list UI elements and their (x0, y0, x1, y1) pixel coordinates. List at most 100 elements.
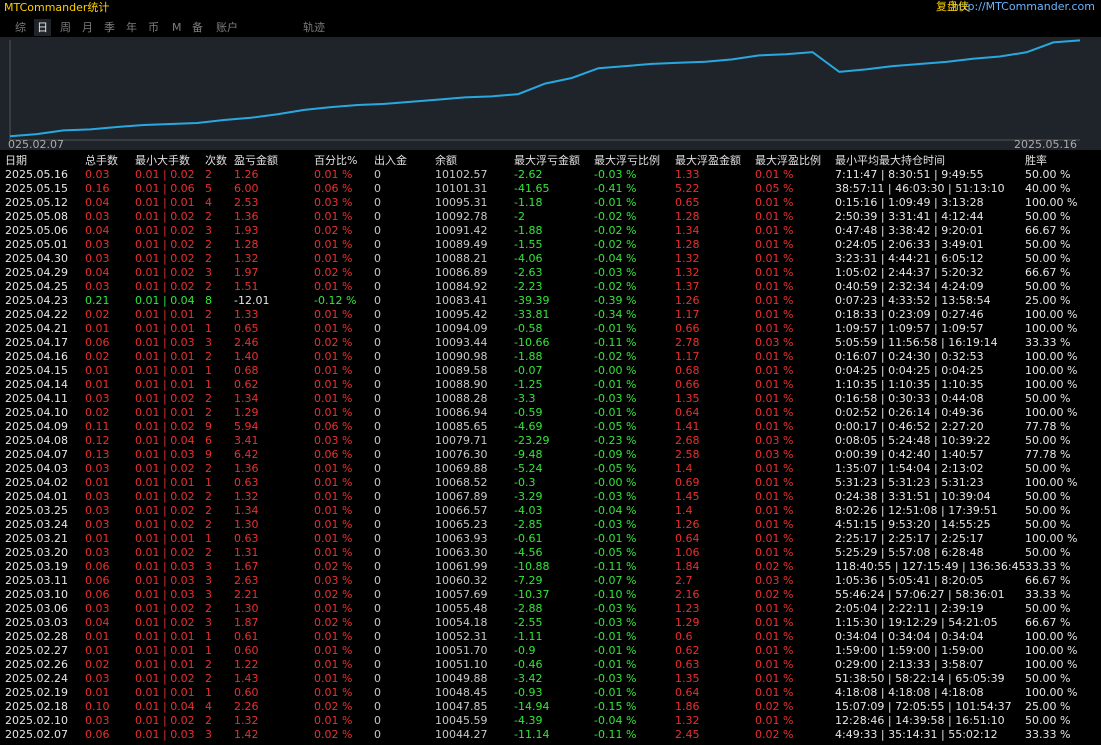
table-cell: -0.05 % (594, 462, 636, 475)
table-cell: 0 (374, 476, 381, 489)
table-cell: -0.01 % (594, 322, 636, 335)
table-cell: 0.02 (85, 350, 110, 363)
table-cell: 0:08:05 | 5:24:48 | 10:39:22 (835, 434, 991, 447)
table-cell: -0.00 % (594, 476, 636, 489)
table-cell: 50.00 % (1025, 672, 1070, 685)
table-cell: -0.02 % (594, 224, 636, 237)
table-cell: 1 (205, 378, 212, 391)
table-cell: 10069.88 (435, 462, 488, 475)
table-cell: 10051.70 (435, 644, 488, 657)
column-header[interactable]: 总手数 (85, 153, 118, 167)
table-cell: 0.01 (85, 686, 110, 699)
table-cell: 0 (374, 350, 381, 363)
table-cell: 3 (205, 266, 212, 279)
column-header[interactable]: 百分比% (314, 154, 357, 167)
table-cell: 2.7 (675, 574, 693, 587)
table-cell: 0.06 % (314, 182, 352, 195)
table-cell: 2025.02.26 (5, 658, 68, 671)
table-cell: 0.01 | 0.03 (135, 588, 195, 601)
table-cell: 2 (205, 406, 212, 419)
column-header[interactable]: 盈亏金额 (234, 153, 278, 167)
tab[interactable]: 年 (126, 20, 137, 34)
site-url[interactable]: http://MTCommander.com (952, 0, 1095, 13)
table-cell: 0.02 % (755, 560, 793, 573)
table-cell: 0.01 % (755, 490, 793, 503)
table-cell: 3:23:31 | 4:44:21 | 6:05:12 (835, 252, 984, 265)
table-cell: 6.42 (234, 448, 259, 461)
column-header[interactable]: 最大浮亏比例 (594, 153, 660, 167)
table-cell: 0.01 % (755, 518, 793, 531)
table-cell: 10066.57 (435, 504, 488, 517)
table-cell: 0.01 % (314, 392, 352, 405)
table-cell: 2:05:04 | 2:22:11 | 2:39:19 (835, 602, 984, 615)
column-header[interactable]: 胜率 (1025, 153, 1047, 167)
tab[interactable]: M (172, 21, 182, 34)
table-cell: 0 (374, 364, 381, 377)
table-cell: 0.66 (675, 322, 700, 335)
app-title: MTCommander统计 (4, 1, 109, 14)
table-cell: 0 (374, 462, 381, 475)
table-cell: -0.3 (514, 476, 535, 489)
table-cell: 2025.04.14 (5, 378, 68, 391)
table-cell: 0.02 % (755, 700, 793, 713)
column-header[interactable]: 日期 (5, 154, 27, 167)
table-cell: -0.01 % (594, 630, 636, 643)
table-cell: 0.02 % (314, 336, 352, 349)
tab[interactable]: 账户 (216, 20, 238, 34)
table-cell: 0.06 % (314, 420, 352, 433)
table-cell: 66.67 % (1025, 616, 1070, 629)
table-cell: -10.37 (514, 588, 549, 601)
table-cell: 1.42 (234, 728, 259, 741)
column-header[interactable]: 最大浮亏金额 (514, 153, 580, 167)
table-cell: 0.01 % (755, 168, 793, 181)
table-cell: 0:18:33 | 0:23:09 | 0:27:46 (835, 308, 984, 321)
table-cell: -0.03 % (594, 266, 636, 279)
column-header[interactable]: 最小平均最大持仓时间 (835, 153, 945, 167)
table-cell: 50.00 % (1025, 392, 1070, 405)
table-cell: 1 (205, 644, 212, 657)
table-cell: 10088.21 (435, 252, 488, 265)
table-cell: 0 (374, 322, 381, 335)
column-header[interactable]: 次数 (205, 153, 227, 167)
table-cell: -0.59 (514, 406, 542, 419)
table-cell: 0.01 % (314, 518, 352, 531)
table-cell: -4.06 (514, 252, 542, 265)
table-cell: 0.01 % (314, 602, 352, 615)
table-cell: 0:16:07 | 0:24:30 | 0:32:53 (835, 350, 984, 363)
tab[interactable]: 轨迹 (303, 20, 325, 34)
tab[interactable]: 月 (82, 21, 93, 34)
tab[interactable]: 季 (104, 21, 115, 34)
table-cell: 4 (205, 196, 212, 209)
table-cell: 1.45 (675, 490, 700, 503)
table-cell: 0.01 | 0.01 (135, 350, 195, 363)
table-cell: 0.01 % (314, 672, 352, 685)
tab[interactable]: 币 (148, 21, 159, 34)
table-cell: 1.17 (675, 308, 700, 321)
table-cell: -23.29 (514, 434, 549, 447)
column-header[interactable]: 出入金 (374, 153, 407, 167)
column-header[interactable]: 最大浮盈比例 (755, 153, 821, 167)
table-cell: 1:35:07 | 1:54:04 | 2:13:02 (835, 462, 984, 475)
table-cell: 0.01 | 0.01 (135, 196, 195, 209)
column-header[interactable]: 余额 (435, 153, 457, 167)
column-header[interactable]: 最大浮盈金额 (675, 153, 741, 167)
table-cell: 0.01 % (755, 714, 793, 727)
table-cell: 10051.10 (435, 658, 488, 671)
table-cell: 1.97 (234, 266, 259, 279)
tab[interactable]: 备 (192, 20, 203, 34)
table-cell: 0.12 (85, 434, 110, 447)
tab[interactable]: 日 (37, 21, 48, 34)
table-cell: 10088.90 (435, 378, 488, 391)
table-cell: 0.06 % (314, 448, 352, 461)
column-header[interactable]: 最小大手数 (135, 153, 190, 167)
table-cell: 2025.02.27 (5, 644, 68, 657)
table-cell: 2.45 (675, 728, 700, 741)
tab[interactable]: 周 (60, 21, 71, 34)
table-cell: -0.01 % (594, 406, 636, 419)
table-cell: 10083.41 (435, 294, 488, 307)
tab[interactable]: 综 (15, 20, 26, 34)
table-cell: -0.03 % (594, 518, 636, 531)
table-cell: 2.26 (234, 700, 259, 713)
table-cell: 10089.58 (435, 364, 488, 377)
table-cell: 0 (374, 658, 381, 671)
